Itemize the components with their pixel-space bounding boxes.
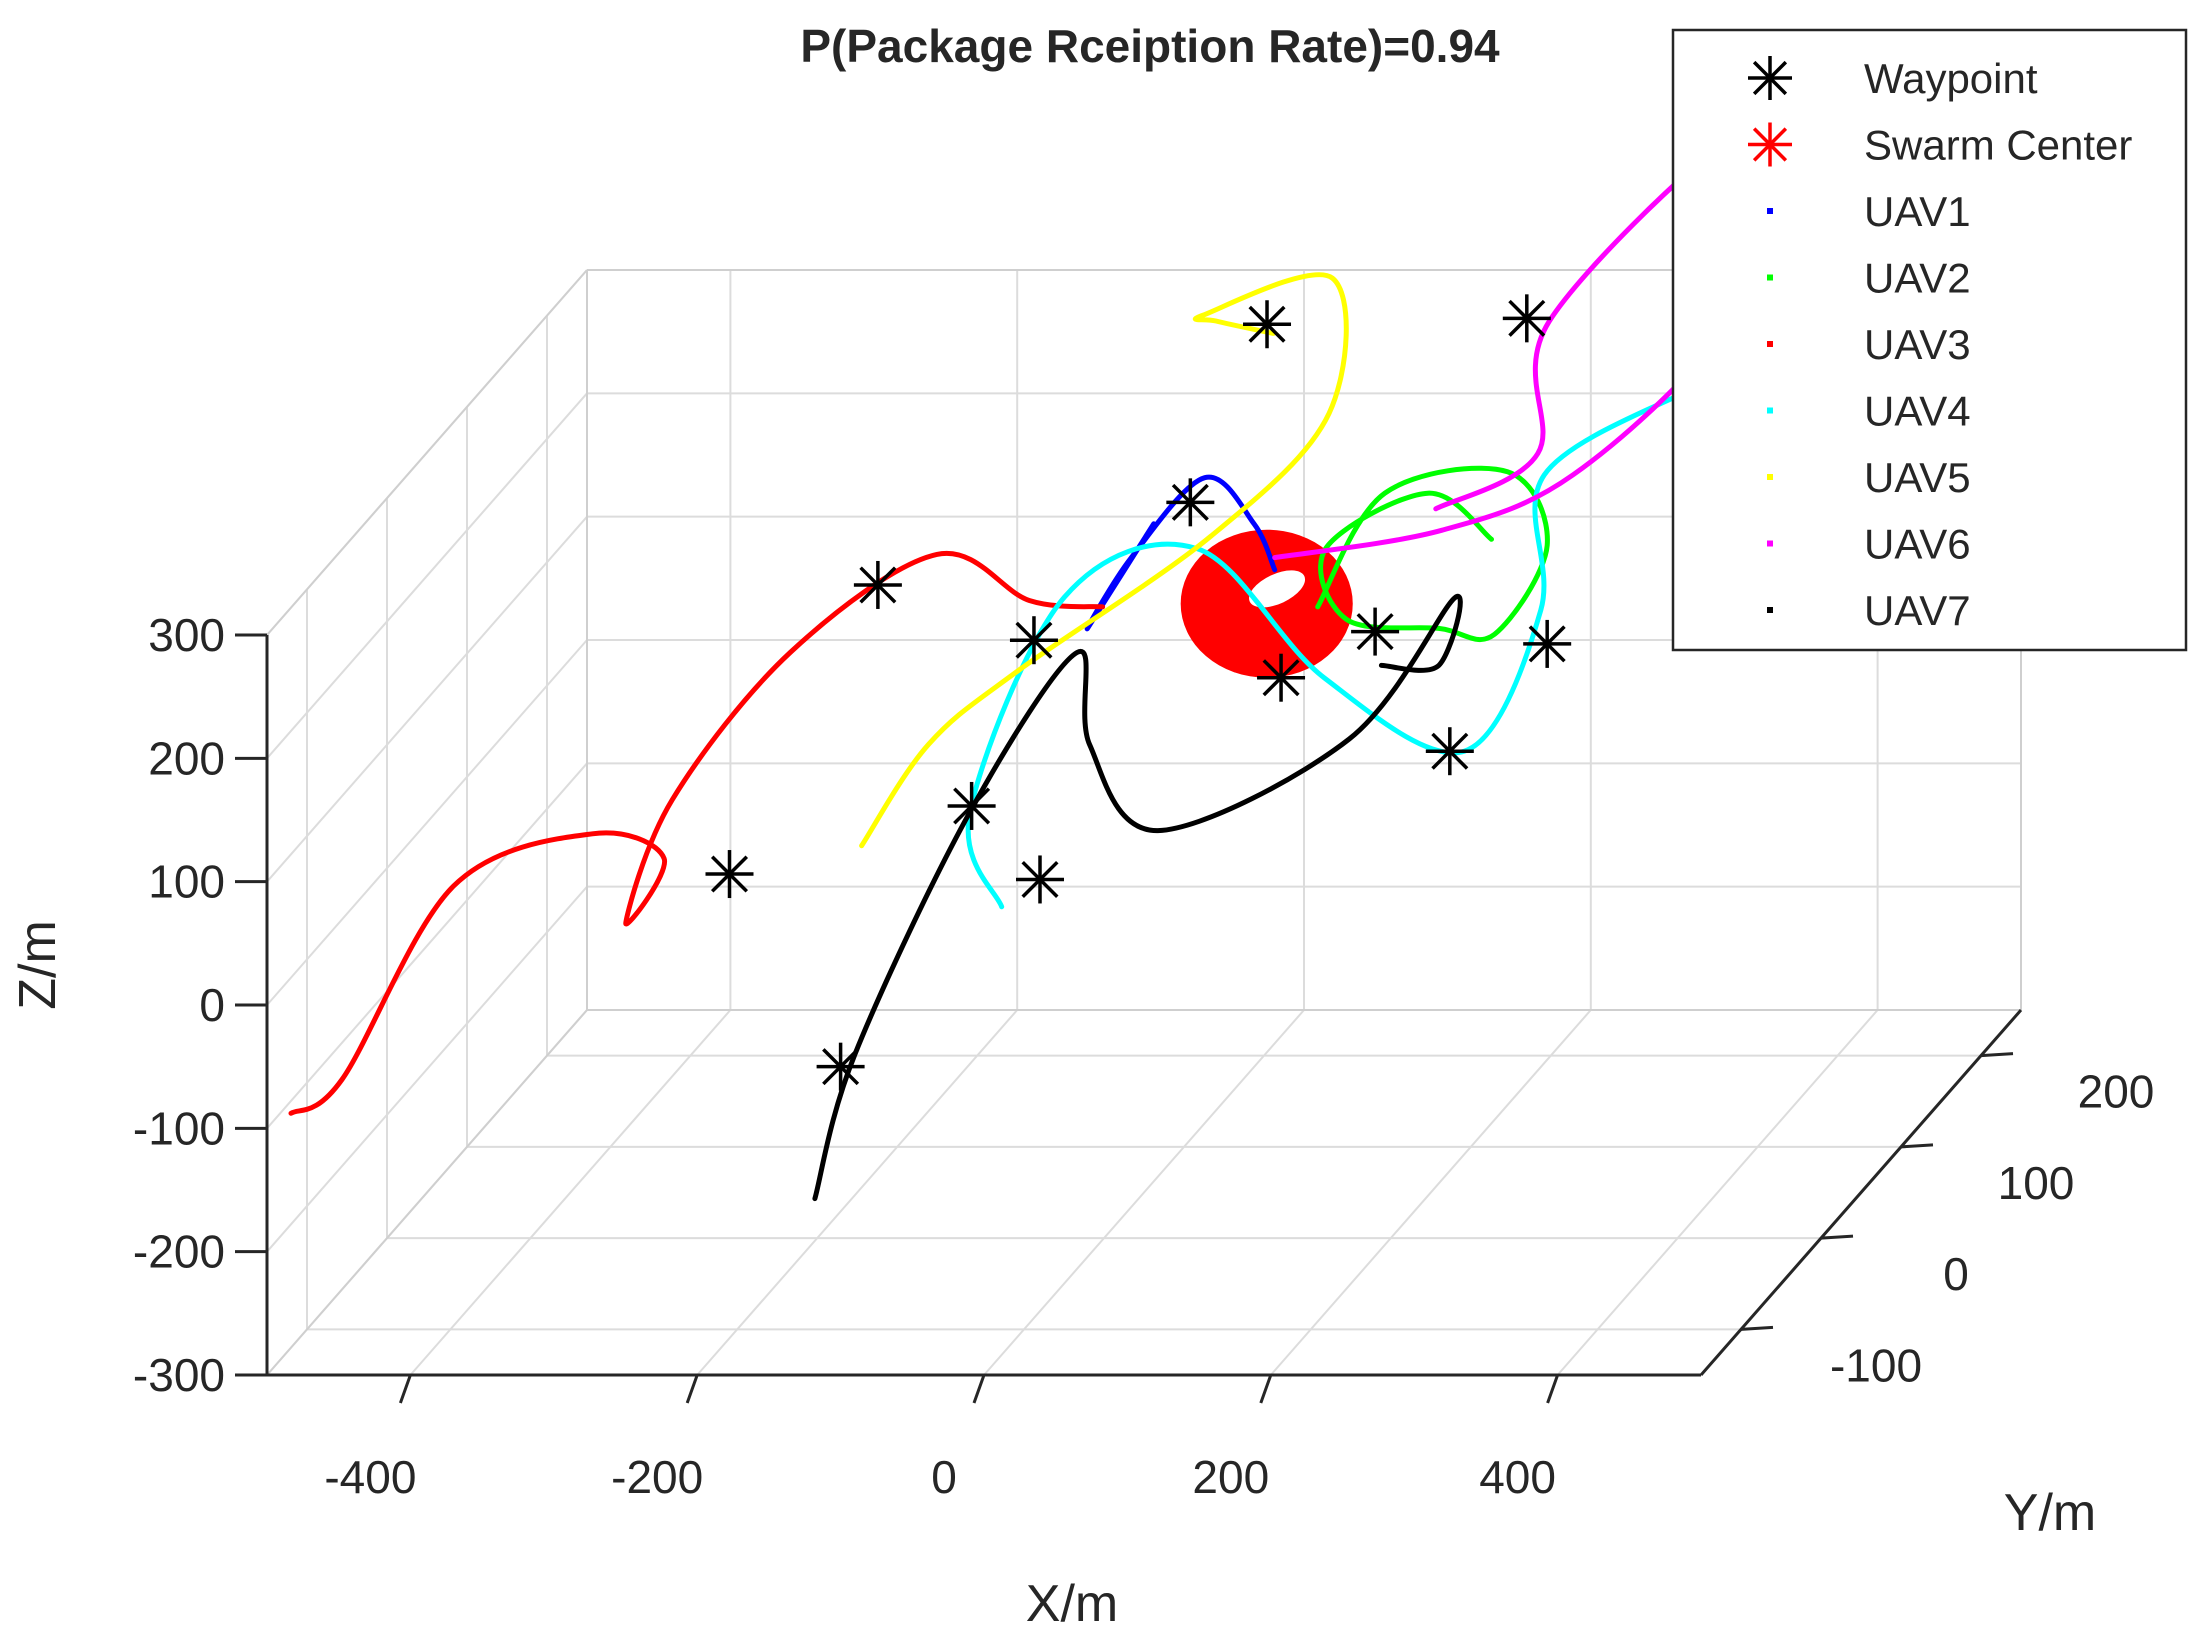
- legend-label-7: UAV6: [1864, 521, 1971, 568]
- z-tick-label-6: 300: [148, 609, 225, 661]
- x-tick-mark-0: [398, 1374, 412, 1404]
- waypoint-marker-3: [1243, 300, 1292, 349]
- waypoint-marker-12: [1502, 294, 1551, 343]
- x-tick-mark-2: [972, 1374, 986, 1404]
- grid-z-side-1: [266, 886, 588, 1253]
- waypoint-marker-11: [1523, 619, 1572, 668]
- waypoint-marker-9: [1351, 607, 1400, 656]
- x-tick-mark-1: [685, 1374, 699, 1404]
- x-tick-label-0: -400: [324, 1451, 416, 1503]
- y-tick-mark-1: [1820, 1234, 1854, 1240]
- legend-marker-1: [1748, 122, 1792, 167]
- grid-x-floor-4: [1556, 1009, 1879, 1376]
- x-tick-label-3: 200: [1192, 1451, 1269, 1503]
- waypoint-marker-2: [705, 850, 754, 899]
- legend-marker-4: [1767, 341, 1773, 347]
- x-tick-label-2: 0: [931, 1451, 957, 1503]
- trajectory-uav3: [288, 550, 1106, 1116]
- grid-z-side-2: [266, 762, 588, 1129]
- trajectory-uav7: [812, 593, 1463, 1202]
- legend-marker-2: [1767, 208, 1773, 214]
- y-tick-mark-2: [1900, 1143, 1934, 1149]
- grid-x-floor-0: [409, 1009, 732, 1376]
- data-layer: [288, 124, 1773, 1202]
- legend-marker-6: [1767, 474, 1773, 480]
- legend-marker-7: [1767, 540, 1773, 547]
- legend: Waypoint Swarm Center UAV1 UAV2 UAV3 UAV4 UAV5…: [1671, 28, 2188, 652]
- y-tick-mark-3: [1980, 1052, 2014, 1058]
- legend-label-5: UAV4: [1864, 388, 1971, 435]
- frame-edge-2: [266, 269, 588, 636]
- axes-box: [265, 635, 2023, 1377]
- legend-label-3: UAV2: [1864, 255, 1971, 302]
- swarm-center-hole: [1249, 570, 1306, 608]
- waypoint-marker-7: [816, 1042, 865, 1091]
- tick-labels: -400 -200 0 200 400-1000100200-300-200-10001…: [133, 609, 2154, 1503]
- z-axis-label: Z/m: [9, 920, 67, 1010]
- z-tick-label-0: -300: [133, 1349, 225, 1401]
- waypoint-marker-1: [1009, 616, 1058, 665]
- grid-x-floor-3: [1270, 1009, 1592, 1376]
- legend-label-4: UAV3: [1864, 321, 1971, 368]
- trajectory-uav4: [965, 386, 1694, 910]
- x-tick-label-4: 400: [1479, 1451, 1556, 1503]
- z-tick-label-3: 0: [199, 979, 225, 1031]
- chart-title: P(Package Rceiption Rate)=0.94: [800, 20, 1500, 72]
- waypoint-marker-5: [947, 781, 996, 830]
- x-tick-mark-3: [1259, 1374, 1273, 1404]
- grid-lines: [266, 269, 2022, 1376]
- y-tick-mark-0: [1740, 1325, 1774, 1331]
- legend-marker-3: [1767, 274, 1773, 281]
- y-tick-label-2: 100: [1998, 1157, 2075, 1209]
- y-tick-label-3: 200: [2078, 1066, 2155, 1118]
- grid-z-side-3: [266, 639, 588, 1006]
- z-tick-label-5: 200: [148, 732, 225, 784]
- grid-z-side-5: [266, 392, 588, 759]
- grid-x-floor-1: [696, 1009, 1018, 1376]
- legend-marker-8: [1767, 607, 1773, 613]
- legend-label-0: Waypoint: [1864, 55, 2038, 102]
- y-tick-label-0: -100: [1830, 1339, 1922, 1391]
- legend-label-2: UAV1: [1864, 188, 1971, 235]
- z-tick-label-4: 100: [148, 856, 225, 908]
- grid-x-floor-2: [983, 1009, 1305, 1376]
- waypoint-marker-6: [1016, 855, 1064, 904]
- trajectory-uav2: [1315, 465, 1550, 642]
- y-axis-label: Y/m: [2004, 1484, 2096, 1542]
- x-tick-mark-4: [1546, 1374, 1560, 1404]
- waypoint-marker-0: [853, 560, 902, 609]
- trajectory-uav5: [859, 272, 1349, 849]
- waypoint-marker-8: [1257, 653, 1306, 702]
- legend-marker-5: [1767, 407, 1773, 414]
- legend-marker-0: [1748, 56, 1792, 100]
- grid-z-side-4: [266, 516, 588, 883]
- y-axis-line: [1699, 1009, 2023, 1376]
- trajectory-uav1: [1084, 474, 1278, 631]
- legend-label-1: Swarm Center: [1864, 122, 2132, 169]
- x-tick-label-1: -200: [611, 1451, 703, 1503]
- legend-label-6: UAV5: [1864, 454, 1971, 501]
- y-tick-label-1: 0: [1943, 1248, 1969, 1300]
- z-tick-label-2: -100: [133, 1102, 225, 1154]
- waypoint-marker-10: [1425, 727, 1474, 776]
- frame-edge-5: [266, 1009, 588, 1376]
- waypoint-marker-4: [1166, 478, 1215, 527]
- z-tick-label-1: -200: [133, 1226, 225, 1278]
- x-axis-label: X/m: [1026, 1575, 1118, 1633]
- legend-label-8: UAV7: [1864, 587, 1971, 634]
